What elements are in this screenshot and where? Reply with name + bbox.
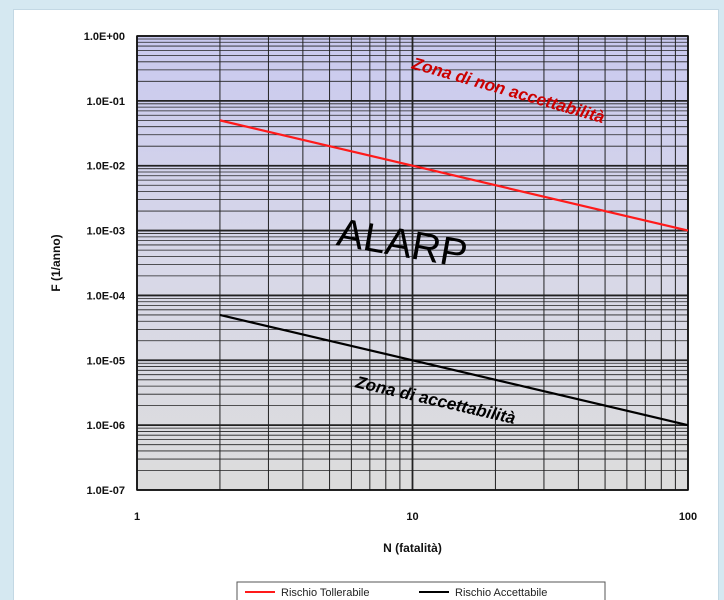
x-tick-label: 1 (134, 511, 140, 523)
y-tick-label: 1.0E-05 (86, 355, 125, 367)
y-axis-label: F (1/anno) (49, 234, 63, 291)
y-tick-label: 1.0E+00 (84, 31, 125, 43)
y-tick-label: 1.0E-07 (86, 485, 125, 497)
tick-labels: 1.0E+00 1.0E-01 1.0E-02 1.0E-03 1.0E-04 1.0E-… (84, 31, 697, 523)
series-line-accettabile (219, 313, 689, 427)
y-tick-label: 1.0E-02 (86, 161, 125, 173)
y-tick-label: 1.0E-06 (86, 420, 125, 432)
y-tick-label: 1.0E-03 (86, 226, 125, 238)
x-tick-label: 100 (679, 511, 697, 523)
y-tick-label: 1.0E-04 (86, 290, 125, 302)
x-axis-label: N (fatalità) (383, 541, 442, 555)
x-tick-label: 10 (406, 511, 418, 523)
chart-frame: Zona di non accettabilità ALARP Zona di ac… (14, 10, 718, 600)
legend-label-tollerabile: Rischio Tollerabile (281, 587, 369, 599)
grid (136, 35, 689, 491)
plot-border (136, 35, 689, 491)
legend: Rischio Tollerabile Rischio Accettabile (236, 581, 606, 600)
legend-label-accettabile: Rischio Accettabile (455, 587, 547, 599)
y-tick-label: 1.0E-01 (86, 96, 125, 108)
series-line-tollerabile (219, 119, 689, 232)
series-group (219, 119, 689, 427)
